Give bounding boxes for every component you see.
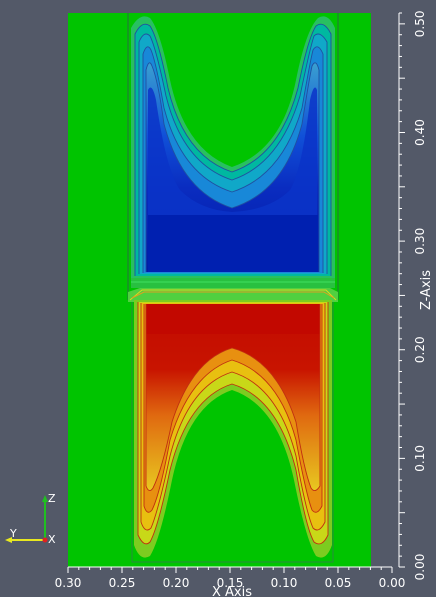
slot-outline-lower xyxy=(131,300,334,563)
triad-z-arrowhead xyxy=(42,495,48,502)
triad-y-label: Y xyxy=(9,527,17,540)
z-axis: 0.00 0.10 0.20 0.30 0.40 0.50 xyxy=(398,11,427,581)
orientation-triad[interactable]: Z Y X xyxy=(5,492,56,546)
negative-lobe xyxy=(131,16,335,278)
triad-x-label: X xyxy=(48,533,56,546)
x-tick-label: 0.15 xyxy=(217,576,244,590)
z-axis-title: Z-Axis xyxy=(419,270,434,310)
z-tick-label: 0.30 xyxy=(413,228,427,255)
x-tick-label: 0.05 xyxy=(325,576,352,590)
triad-z-label: Z xyxy=(48,492,56,505)
triad-y-arrowhead xyxy=(5,537,12,543)
x-tick-label: 0.10 xyxy=(271,576,298,590)
z-tick-label: 0.20 xyxy=(413,336,427,363)
z-tick-label: 0.40 xyxy=(413,119,427,146)
z-tick-label: 0.10 xyxy=(413,445,427,472)
z-tick-label: 0.00 xyxy=(413,554,427,581)
x-tick-label: 0.25 xyxy=(109,576,136,590)
x-tick-label: 0.30 xyxy=(55,576,82,590)
positive-lobe xyxy=(134,300,332,558)
z-tick-label: 0.50 xyxy=(413,11,427,38)
triad-x-dot xyxy=(42,537,48,543)
x-tick-label: 0.00 xyxy=(379,576,406,590)
interface-gap xyxy=(128,278,338,302)
x-axis-title: X Axis xyxy=(212,585,252,597)
x-tick-label: 0.20 xyxy=(163,576,190,590)
x-axis: 0.30 0.25 0.20 0.15 0.10 0.05 0.00 xyxy=(55,566,406,590)
